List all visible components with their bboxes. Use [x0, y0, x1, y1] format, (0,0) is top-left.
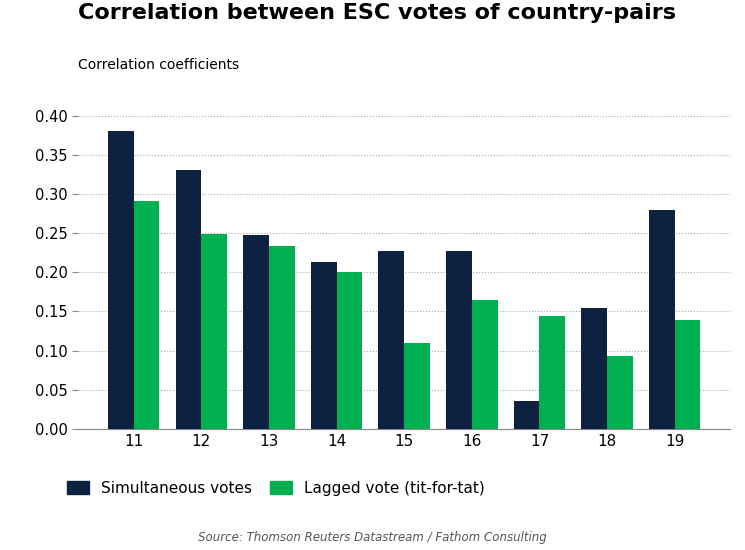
- Bar: [378, 251, 404, 429]
- Bar: [649, 210, 675, 429]
- Bar: [539, 316, 565, 429]
- Bar: [176, 170, 201, 429]
- Bar: [446, 251, 472, 429]
- Text: Correlation coefficients: Correlation coefficients: [78, 58, 239, 72]
- Bar: [581, 307, 607, 429]
- Text: Source: Thomson Reuters Datastream / Fathom Consulting: Source: Thomson Reuters Datastream / Fat…: [198, 531, 547, 544]
- Bar: [108, 131, 133, 429]
- Bar: [675, 320, 700, 429]
- Bar: [607, 356, 633, 429]
- Bar: [472, 300, 498, 429]
- Bar: [514, 401, 539, 429]
- Bar: [337, 272, 362, 429]
- Legend: Simultaneous votes, Lagged vote (tit-for-tat): Simultaneous votes, Lagged vote (tit-for…: [67, 481, 484, 496]
- Bar: [133, 201, 159, 429]
- Bar: [311, 262, 337, 429]
- Bar: [269, 246, 294, 429]
- Bar: [243, 235, 269, 429]
- Bar: [201, 234, 227, 429]
- Text: Correlation between ESC votes of country-pairs: Correlation between ESC votes of country…: [78, 3, 676, 23]
- Bar: [404, 343, 430, 429]
